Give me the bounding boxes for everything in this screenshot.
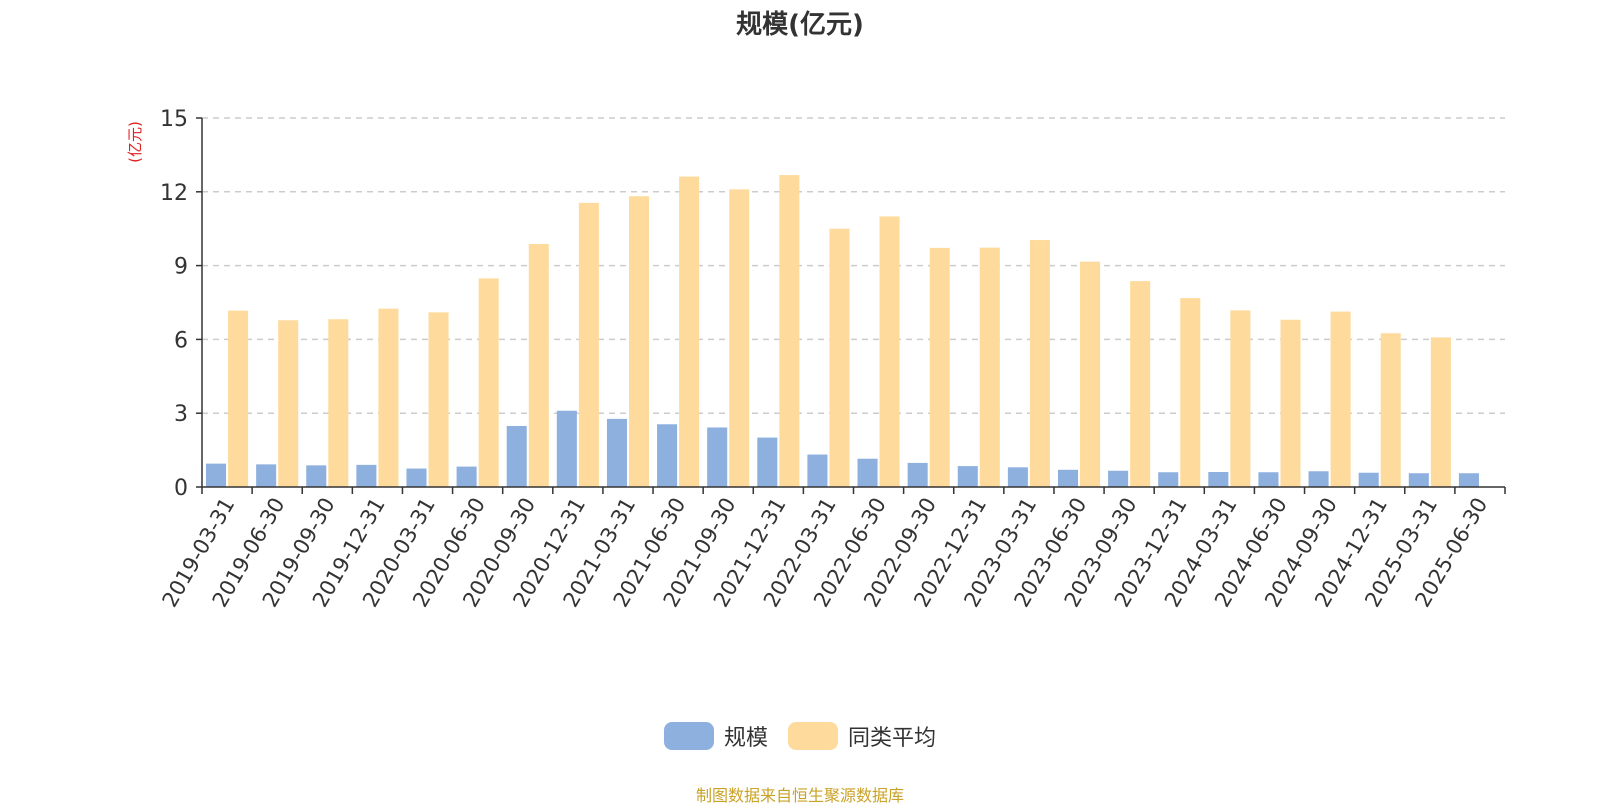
bar-series2[interactable] xyxy=(779,175,800,487)
bar-series1[interactable] xyxy=(1458,473,1479,487)
bar-series2[interactable] xyxy=(1280,319,1301,487)
bar-series2[interactable] xyxy=(879,216,900,487)
bar-series1[interactable] xyxy=(1007,467,1028,487)
bar-series1[interactable] xyxy=(306,465,327,487)
legend-item-series1[interactable]: 规模 xyxy=(663,720,768,752)
y-tick-label: 12 xyxy=(160,181,188,206)
bar-series2[interactable] xyxy=(929,247,950,487)
bar-series1[interactable] xyxy=(1108,470,1129,487)
bar-series1[interactable] xyxy=(406,468,427,487)
chart-title: 规模(亿元) xyxy=(736,10,864,40)
bar-series2[interactable] xyxy=(578,202,599,487)
y-tick-label: 3 xyxy=(174,402,188,427)
bar-series1[interactable] xyxy=(1408,473,1429,487)
bar-series1[interactable] xyxy=(657,424,678,487)
bar-series2[interactable] xyxy=(228,310,249,487)
bar-series1[interactable] xyxy=(1057,469,1079,487)
y-tick-label: 0 xyxy=(174,476,188,501)
y-axis-unit-label: (亿元) xyxy=(126,121,144,163)
legend-label-series1: 规模 xyxy=(723,726,768,751)
y-tick-label: 6 xyxy=(174,328,188,353)
bar-series1[interactable] xyxy=(1158,472,1179,487)
y-tick-label: 9 xyxy=(174,255,188,280)
bar-series2[interactable] xyxy=(278,320,299,487)
bar-series2[interactable] xyxy=(1330,311,1351,487)
bar-series2[interactable] xyxy=(979,247,1000,487)
bar-series1[interactable] xyxy=(1258,472,1279,487)
y-tick-labels: 0 3 6 9 12 15 xyxy=(160,107,202,501)
bar-series1[interactable] xyxy=(456,466,477,487)
legend-swatch-series1 xyxy=(663,722,714,750)
grid-lines xyxy=(202,117,1505,414)
bar-series1[interactable] xyxy=(857,458,878,487)
y-tick-label: 15 xyxy=(160,107,188,132)
legend-item-series2[interactable]: 同类平均 xyxy=(788,720,936,752)
bar-series2[interactable] xyxy=(1430,337,1451,487)
bar-series2[interactable] xyxy=(1080,261,1101,487)
bar-series1[interactable] xyxy=(1358,472,1379,487)
data-source-note: 制图数据来自恒生聚源数据库 xyxy=(695,786,904,805)
x-tick-labels: 2019-03-312019-06-302019-09-302019-12-31… xyxy=(158,494,1493,612)
bar-series1[interactable] xyxy=(606,418,627,487)
bar-series2[interactable] xyxy=(478,278,499,487)
bar-series2[interactable] xyxy=(528,243,549,487)
bar-series2[interactable] xyxy=(1130,281,1151,487)
axes xyxy=(201,118,1506,494)
bar-series2[interactable] xyxy=(328,319,349,487)
bar-series2[interactable] xyxy=(679,176,700,487)
bar-series1[interactable] xyxy=(206,463,227,487)
bar-series1[interactable] xyxy=(356,464,377,487)
bar-series1[interactable] xyxy=(757,437,778,487)
bar-series2[interactable] xyxy=(628,196,650,487)
bars xyxy=(206,175,1479,487)
bar-series2[interactable] xyxy=(729,189,750,487)
bar-series2[interactable] xyxy=(1380,333,1401,487)
legend-label-series2: 同类平均 xyxy=(848,726,937,751)
bar-series1[interactable] xyxy=(707,427,728,487)
bar-series2[interactable] xyxy=(829,228,850,487)
bar-series1[interactable] xyxy=(556,410,577,487)
bar-series1[interactable] xyxy=(1308,471,1329,487)
bar-series2[interactable] xyxy=(378,308,399,487)
bar-series1[interactable] xyxy=(957,466,978,487)
legend-swatch-series2 xyxy=(788,722,838,750)
bar-series1[interactable] xyxy=(807,454,828,487)
bar-series1[interactable] xyxy=(256,464,277,487)
bar-series2[interactable] xyxy=(1230,310,1251,487)
legend: 规模 同类平均 xyxy=(0,720,1600,752)
bar-series1[interactable] xyxy=(907,462,928,487)
bar-series2[interactable] xyxy=(428,312,449,487)
bar-series2[interactable] xyxy=(1180,298,1201,487)
bar-series1[interactable] xyxy=(1208,471,1229,487)
bar-series1[interactable] xyxy=(506,425,527,487)
bar-series2[interactable] xyxy=(1029,240,1050,487)
